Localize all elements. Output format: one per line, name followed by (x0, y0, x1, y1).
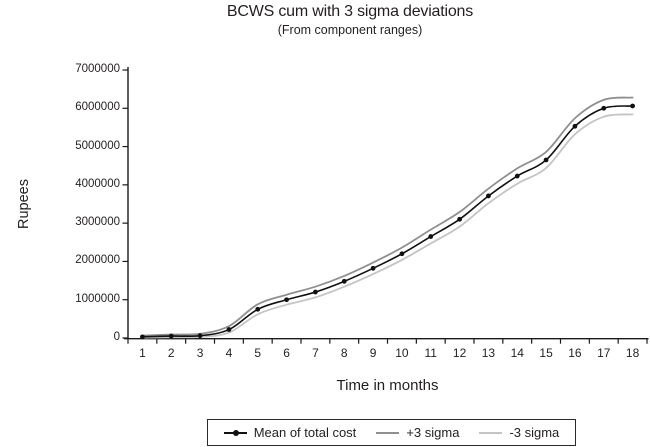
mean-point-marker (197, 333, 203, 339)
x-tick-label: 4 (225, 346, 233, 360)
mean-point-marker (399, 251, 405, 257)
y-tick-label: 4000000 (75, 177, 120, 190)
minus-3-sigma-line (141, 113, 634, 339)
y-tick-label: 7000000 (75, 63, 120, 75)
y-tick-label: 2000000 (75, 254, 120, 267)
mean-point-marker (572, 123, 578, 129)
x-tick-label: 17 (597, 346, 611, 360)
mean-point-marker (601, 105, 607, 111)
y-tick-label: 0 (113, 331, 120, 343)
y-tick-label: 6000000 (75, 101, 120, 114)
x-axis-title: Time in months (336, 377, 439, 394)
chart-subtitle: (From component ranges) (277, 23, 423, 37)
legend-label-mean: Mean of total cost (253, 425, 357, 440)
mean-line (141, 105, 634, 338)
mean-point-marker (428, 234, 434, 239)
plus-3-sigma-swatch (376, 430, 400, 436)
x-tick-label: 13 (481, 346, 496, 360)
legend-item-plus-3-sigma: +3 sigma (376, 425, 459, 440)
mean-line-swatch-dot (232, 429, 239, 436)
y-tick-label: 5000000 (75, 139, 120, 152)
minus-3-sigma-swatch (479, 430, 503, 436)
mean-point-marker (168, 333, 174, 339)
x-tick-label: 7 (312, 346, 319, 360)
x-tick-label: 1 (139, 346, 146, 360)
legend: Mean of total cost +3 sigma -3 sigma (207, 419, 576, 446)
mean-point-marker (370, 265, 376, 271)
plus-3-sigma-line (141, 96, 634, 337)
chart-title: BCWS cum with 3 sigma deviations (226, 3, 474, 20)
mean-point-marker (630, 103, 635, 109)
mean-line-swatch (223, 429, 247, 436)
y-tick-label: 1000000 (75, 292, 120, 305)
x-tick-label: 18 (625, 346, 640, 360)
legend-item-mean: Mean of total cost (223, 425, 357, 440)
mean-point-marker (486, 193, 491, 199)
x-tick-label: 2 (167, 346, 175, 360)
x-tick-label: 12 (452, 346, 467, 360)
legend-label-minus-3-sigma: -3 sigma (509, 425, 560, 440)
x-tick-label: 10 (395, 346, 409, 360)
mean-point-marker (313, 289, 318, 295)
legend-item-minus-3-sigma: -3 sigma (479, 425, 559, 440)
plus-3-sigma-swatch-line (376, 431, 400, 434)
mean-point-marker (341, 278, 347, 284)
legend-label-plus-3-sigma: +3 sigma (406, 425, 460, 440)
mean-point-marker (284, 297, 289, 303)
y-tick-label: 3000000 (75, 216, 120, 229)
mean-point-marker (543, 157, 549, 163)
x-tick-label: 15 (539, 346, 553, 360)
x-tick-label: 14 (510, 346, 524, 360)
x-tick-label: 16 (568, 346, 582, 360)
mean-point-marker (255, 306, 261, 312)
x-tick-label: 5 (254, 346, 262, 360)
minus-3-sigma-swatch-line (479, 431, 503, 434)
mean-point-marker (226, 327, 232, 332)
x-tick-label: 11 (424, 346, 437, 360)
x-tick-label: 3 (196, 346, 204, 360)
x-tick-label: 8 (340, 346, 348, 360)
x-tick-label: 6 (283, 346, 290, 360)
mean-point-marker (140, 334, 145, 340)
mean-point-marker (457, 216, 462, 222)
mean-point-marker (514, 173, 520, 179)
x-tick-label: 9 (369, 346, 377, 360)
